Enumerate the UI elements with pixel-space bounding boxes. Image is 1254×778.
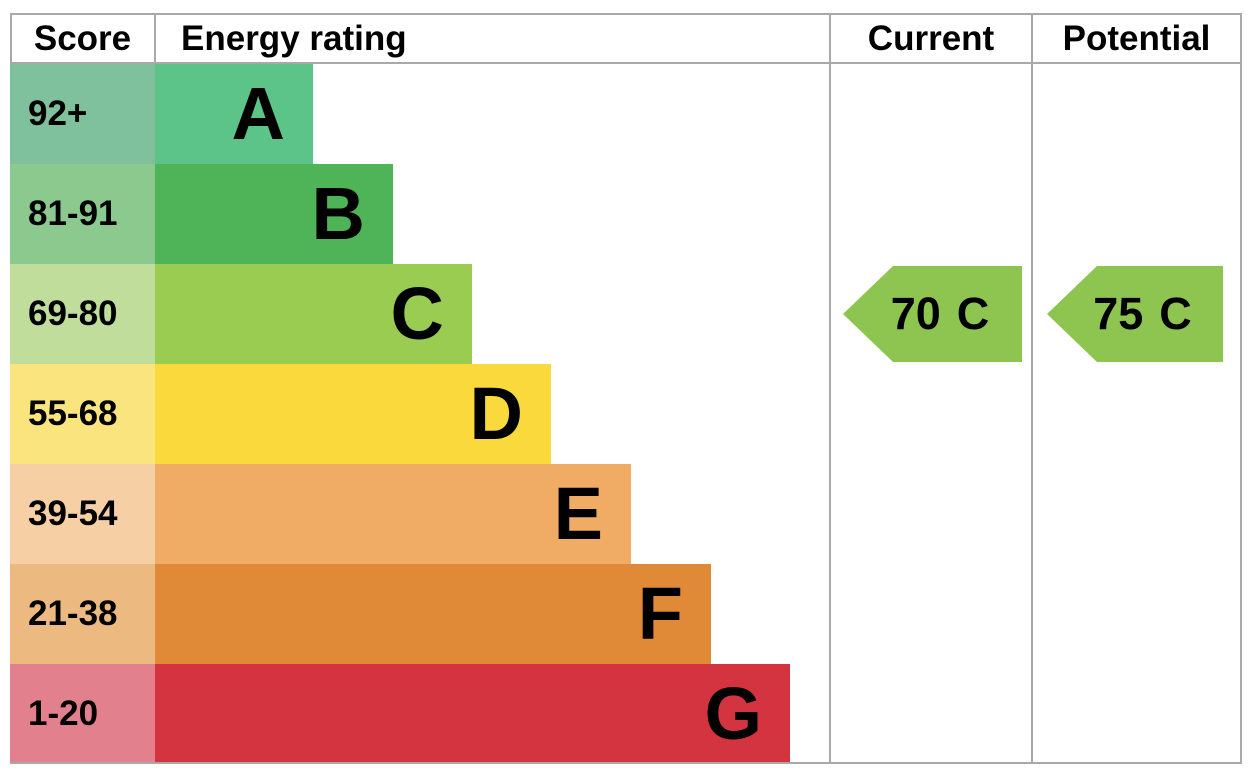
score-column-header: Score [33, 19, 132, 58]
current-rating-letter: C [956, 288, 990, 339]
rating-letter: D [469, 372, 523, 455]
potential-column-header: Potential [1062, 19, 1211, 58]
rating-letter: C [390, 272, 444, 355]
score-range-label: 55-68 [28, 394, 118, 433]
score-range-cell: 1-20 [10, 664, 155, 764]
current-column-left-border [829, 13, 831, 764]
rating-bar-a: A [155, 64, 313, 164]
score-range-cell: 21-38 [10, 564, 155, 664]
score-range-cell: 81-91 [10, 164, 155, 264]
score-range-label: 81-91 [28, 194, 118, 233]
score-range-cell: 55-68 [10, 364, 155, 464]
potential-rating-letter: C [1159, 288, 1192, 339]
rating-bar-g: G [155, 664, 790, 764]
score-range-cell: 69-80 [10, 264, 155, 364]
table-right-border [1240, 13, 1242, 764]
rating-bar-d: D [155, 364, 551, 464]
band-row-d: 55-68 D [10, 364, 1242, 464]
band-rows: 92+ A 81-91 B 69-80 C 55-68 D 39-54 E 21… [10, 64, 1242, 764]
band-row-e: 39-54 E [10, 464, 1242, 564]
rating-bar-b: B [155, 164, 393, 264]
energy-rating-column-header: Energy rating [181, 19, 407, 58]
band-row-b: 81-91 B [10, 164, 1242, 264]
score-range-cell: 92+ [10, 64, 155, 164]
rating-bar-c: C [155, 264, 472, 364]
rating-letter: E [553, 472, 603, 555]
score-range-label: 69-80 [28, 294, 118, 333]
score-range-label: 21-38 [28, 594, 118, 633]
epc-table: Score Energy rating Current Potential 92… [10, 13, 1242, 764]
rating-letter: F [637, 572, 683, 655]
score-range-label: 39-54 [28, 494, 118, 533]
band-row-g: 1-20 G [10, 664, 1242, 764]
band-row-f: 21-38 F [10, 564, 1242, 664]
score-range-cell: 39-54 [10, 464, 155, 564]
band-row-a: 92+ A [10, 64, 1242, 164]
score-column-separator [154, 13, 156, 64]
rating-letter: A [231, 72, 285, 155]
score-range-label: 1-20 [28, 694, 99, 733]
band-row-c: 69-80 C [10, 264, 1242, 364]
current-score-value: 70 [890, 288, 941, 339]
score-range-label: 92+ [28, 94, 88, 133]
potential-column-left-border [1031, 13, 1033, 764]
table-top-border [10, 13, 1242, 15]
rating-letter: B [311, 172, 365, 255]
current-column-header: Current [867, 19, 995, 58]
header-bottom-border [10, 62, 1242, 64]
header-left-border [10, 13, 12, 64]
rating-letter: G [704, 672, 762, 755]
table-bottom-border [10, 762, 1242, 764]
rating-bar-e: E [155, 464, 631, 564]
rating-bar-f: F [155, 564, 711, 664]
potential-score-value: 75 [1093, 288, 1144, 339]
